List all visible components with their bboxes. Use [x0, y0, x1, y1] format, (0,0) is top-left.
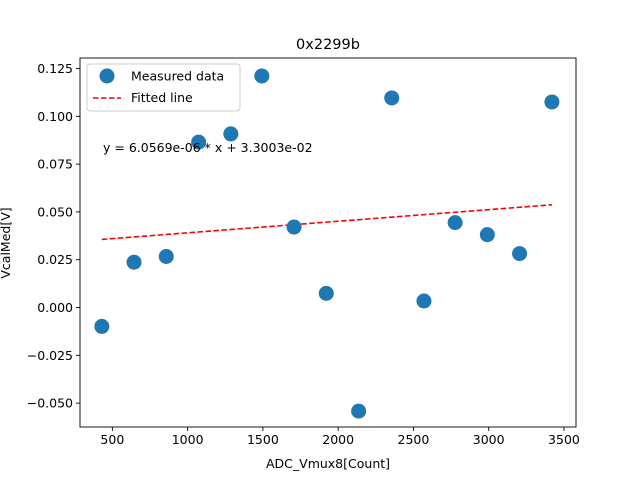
data-point [191, 134, 207, 150]
data-point [416, 293, 432, 309]
y-tick-label: 0.050 [37, 204, 73, 219]
x-tick-label: 500 [100, 432, 124, 447]
data-point [479, 227, 495, 243]
y-axis-label: VcalMed[V] [0, 207, 13, 278]
y-tick-label: −0.025 [27, 348, 73, 363]
data-point [126, 254, 142, 270]
y-tick-label: 0.100 [37, 109, 73, 124]
data-point [512, 246, 528, 262]
data-point [158, 248, 174, 264]
y-tick-label: 0.025 [37, 252, 73, 267]
fit-equation-annotation: y = 6.0569e-06 * x + 3.3003e-02 [103, 140, 313, 155]
data-point [286, 219, 302, 235]
x-tick-label: 1000 [172, 432, 204, 447]
data-point [351, 403, 367, 419]
y-tick-label: 0.000 [37, 300, 73, 315]
x-tick-label: 2000 [322, 432, 354, 447]
y-tick-label: −0.050 [27, 396, 73, 411]
data-point [223, 126, 239, 142]
x-tick-label: 3000 [473, 432, 505, 447]
measured-data-layer [94, 68, 560, 419]
data-point [254, 68, 270, 84]
x-tick-label: 1500 [247, 432, 279, 447]
data-point [544, 94, 560, 110]
x-tick-label: 2500 [398, 432, 430, 447]
y-axis-ticks: −0.050 −0.025 0.000 0.025 0.050 0.075 0.100 0.1… [27, 61, 80, 411]
data-point [94, 318, 110, 334]
legend-label-fitted: Fitted line [131, 90, 193, 105]
data-point [447, 215, 463, 231]
legend: Measured data Fitted line [86, 63, 241, 112]
fitted-line [101, 203, 552, 241]
fitted-line-layer [101, 203, 552, 241]
y-tick-label: 0.075 [37, 157, 73, 172]
x-axis-label: ADC_Vmux8[Count] [266, 456, 390, 471]
data-point [384, 90, 400, 106]
plot-frame [79, 57, 577, 428]
chart-title: 0x2299b [296, 37, 360, 53]
legend-label-measured: Measured data [131, 69, 224, 84]
x-axis-ticks: 500 1000 1500 2000 2500 3000 3500 [100, 427, 580, 447]
legend-box [86, 63, 241, 112]
data-point [318, 285, 334, 301]
x-tick-label: 3500 [548, 432, 580, 447]
legend-marker-measured [99, 68, 115, 84]
y-tick-label: 0.125 [37, 61, 73, 76]
